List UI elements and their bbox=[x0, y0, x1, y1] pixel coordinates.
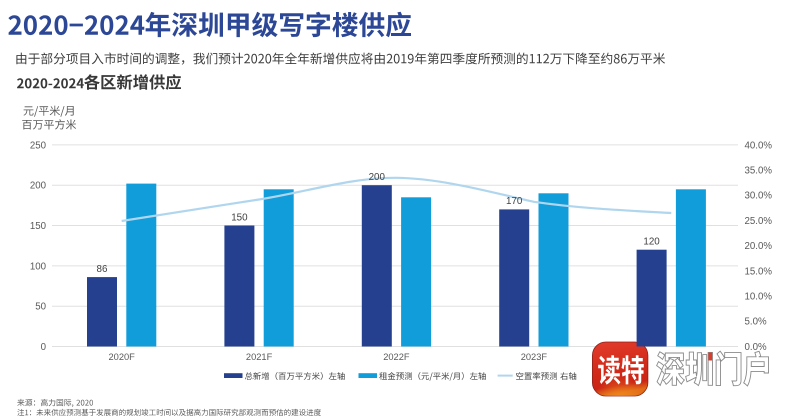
svg-text:120: 120 bbox=[643, 237, 660, 248]
svg-text:250: 250 bbox=[30, 140, 47, 151]
svg-text:100: 100 bbox=[30, 261, 47, 272]
svg-text:86: 86 bbox=[97, 264, 108, 275]
svg-text:2021F: 2021F bbox=[246, 352, 273, 362]
svg-text:2023F: 2023F bbox=[521, 352, 548, 362]
svg-text:0: 0 bbox=[41, 342, 47, 353]
svg-text:30.0%: 30.0% bbox=[745, 191, 773, 202]
svg-text:25.0%: 25.0% bbox=[745, 216, 773, 227]
svg-text:10.0%: 10.0% bbox=[745, 292, 773, 303]
svg-text:5.0%: 5.0% bbox=[745, 317, 767, 328]
svg-text:170: 170 bbox=[506, 196, 523, 207]
svg-text:200: 200 bbox=[369, 172, 386, 183]
svg-text:2020F: 2020F bbox=[109, 352, 136, 362]
svg-text:150: 150 bbox=[30, 221, 47, 232]
svg-text:2022F: 2022F bbox=[383, 352, 410, 362]
svg-text:15.0%: 15.0% bbox=[745, 266, 773, 277]
svg-text:150: 150 bbox=[231, 212, 248, 223]
svg-text:40.0%: 40.0% bbox=[745, 140, 773, 151]
svg-text:50: 50 bbox=[35, 302, 46, 313]
svg-text:35.0%: 35.0% bbox=[745, 166, 773, 177]
svg-text:20.0%: 20.0% bbox=[745, 241, 773, 252]
svg-text:0.0%: 0.0% bbox=[745, 342, 767, 353]
svg-text:200: 200 bbox=[30, 181, 47, 192]
